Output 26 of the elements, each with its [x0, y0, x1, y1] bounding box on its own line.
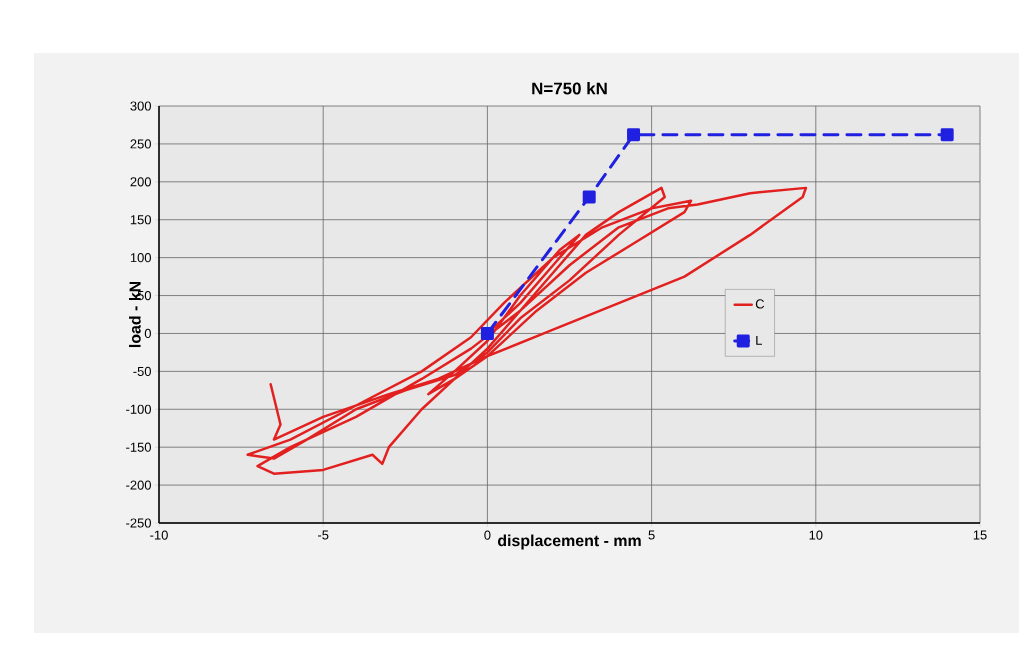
y-tick-label: 0 [144, 328, 151, 339]
legend-label: C [755, 299, 765, 309]
legend-label: L [756, 335, 762, 345]
point [940, 128, 954, 142]
x-tick-label: 10 [809, 530, 823, 540]
y-tick-label: 250 [130, 139, 151, 149]
y-tick-label: 300 [130, 101, 151, 111]
x-axis-title: displacement - mm [497, 534, 641, 550]
x-tick-label: -5 [318, 530, 329, 540]
y-tick-label: -200 [126, 480, 151, 490]
y-tick-label: -150 [126, 442, 151, 452]
x-tick-label: 0 [484, 530, 491, 540]
point [582, 190, 596, 204]
y-tick-label: -250 [126, 518, 151, 528]
x-tick-label: 15 [973, 530, 987, 540]
x-tick-label: 5 [648, 530, 655, 540]
y-tick-label: 200 [130, 177, 151, 187]
y-tick-label: -50 [133, 366, 151, 376]
y-tick-label: -100 [126, 404, 151, 414]
x-tick-label: -10 [150, 530, 168, 540]
point [627, 128, 641, 142]
line-series [246, 186, 808, 475]
y-tick-label: 100 [130, 253, 151, 263]
point [480, 326, 494, 340]
y-tick-label: 150 [130, 215, 151, 225]
chart-title: N=750 kN [532, 82, 607, 95]
